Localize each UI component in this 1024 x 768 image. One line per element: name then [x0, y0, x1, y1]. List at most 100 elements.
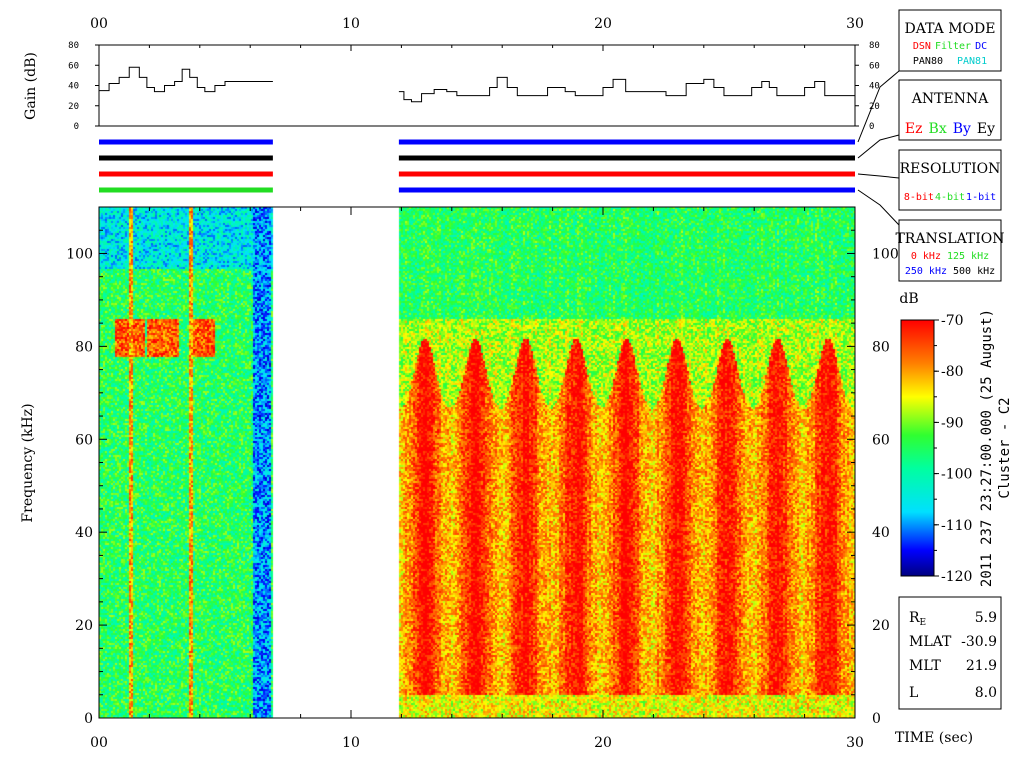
frequency-left-tick-label: 60: [75, 432, 93, 448]
antenna-row: Ez Bx By Ey: [905, 121, 995, 137]
bottom-time-tick-label: 10: [342, 735, 360, 751]
data-mode-row1: DSN Filter DC: [913, 41, 987, 52]
frequency-left-tick-label: 0: [84, 711, 93, 727]
colorbar-tick-label: -100: [941, 467, 972, 483]
resolution-4bit: 4-bit: [935, 192, 965, 203]
time-xlabel: TIME (sec): [895, 730, 973, 746]
orbit-label-re: RE: [909, 610, 926, 628]
indicator-connector-line: [857, 134, 900, 159]
gain-left-tick-label: 40: [68, 82, 79, 92]
top-time-tick-label: 00: [90, 16, 108, 32]
resolution-title: RESOLUTION: [900, 161, 1001, 177]
indicator-connector-line: [857, 189, 900, 226]
translation-500khz: 500 kHz: [953, 266, 995, 277]
gain-right-tick-label: 40: [869, 82, 880, 92]
antenna-title: ANTENNA: [911, 91, 989, 107]
frequency-right-tick-label: 40: [872, 525, 890, 541]
orbit-value-l: 8.0: [975, 685, 997, 701]
bottom-time-tick-label: 30: [846, 735, 864, 751]
colorbar-ticks: -70 -80 -90 -100 -110 -120: [934, 313, 972, 585]
antenna-ez: Ez: [905, 121, 923, 137]
data-mode-row2: PAN80 PAN81: [913, 56, 987, 67]
colorbar-tick-label: -110: [941, 518, 972, 534]
gain-left-tick-label: 20: [68, 102, 79, 112]
gain-ylabel: Gain (dB): [23, 52, 39, 120]
antenna-box: ANTENNA Ez Bx By Ey: [898, 79, 1002, 141]
gain-left-tick-label: 60: [68, 61, 79, 71]
orbit-value-mlt: 21.9: [966, 658, 997, 674]
frequency-left-tick-label: 40: [75, 525, 93, 541]
orbit-info-box: RE 5.9 MLAT -30.9 MLT 21.9 L 8.0: [898, 596, 1002, 710]
antenna-ey: Ey: [977, 121, 995, 137]
colorbar-tick-label: -90: [941, 415, 964, 431]
orbit-label-re-sub: E: [920, 618, 927, 628]
top-time-axis: 00 10 20 30: [90, 16, 864, 32]
gain-panel-frame: [98, 44, 856, 127]
gain-lines: [99, 66, 855, 103]
frequency-right-tick-label: 100: [872, 246, 899, 262]
top-time-tick-label: 20: [594, 16, 612, 32]
resolution-8bit: 8-bit: [904, 192, 934, 203]
translation-title: TRANSLATION: [895, 231, 1004, 247]
spectrogram-panel: 0 20 40 60 80 100 0 20 40 60 80 100 00 10 20 30 Frequ…: [20, 206, 973, 751]
gain-right-tick-label: 80: [869, 41, 880, 51]
spectrogram-image: [99, 207, 855, 718]
antenna-bx: Bx: [929, 121, 947, 137]
frequency-right-tick-label: 20: [872, 618, 890, 634]
orbit-label-mlat: MLAT: [909, 634, 952, 650]
resolution-1bit: 1-bit: [966, 192, 996, 203]
indicator-connector-line: [857, 70, 900, 143]
colorbar: dB -70 -80 -90 -100 -110 -120 Cluster - C2 20…: [899, 291, 1013, 587]
frequency-left-tick-label: 20: [75, 618, 93, 634]
data-mode-filter: Filter: [935, 41, 971, 52]
translation-250khz: 250 kHz: [905, 266, 947, 277]
gain-left-axis: 0 20 40 60 80: [68, 41, 856, 132]
gain-right-tick-label: 60: [869, 61, 880, 71]
top-time-tick-label: 30: [846, 16, 864, 32]
data-mode-pan81: PAN81: [957, 56, 987, 67]
translation-box-frame: [898, 219, 1002, 282]
gain-left-tick-label: 80: [68, 41, 79, 51]
colorbar-gradient: [900, 319, 935, 577]
gain-right-tick-label: 20: [869, 102, 880, 112]
caption-spacecraft: Cluster - C2: [997, 397, 1013, 498]
bottom-time-axis: 00 10 20 30: [90, 207, 864, 751]
frequency-right-tick-label: 80: [872, 339, 890, 355]
orbit-label-re-main: R: [909, 610, 920, 626]
translation-row1: 0 kHz 125 kHz: [911, 251, 989, 262]
gain-panel: 0 20 40 60 80 0 20 40 60 80 Gain (dB): [23, 41, 880, 132]
orbit-value-re: 5.9: [975, 610, 997, 626]
colorbar-unit: dB: [899, 291, 918, 307]
frequency-right-tick-label: 60: [872, 432, 890, 448]
orbit-label-mlt: MLT: [909, 658, 941, 674]
frequency-ylabel: Frequency (kHz): [20, 403, 36, 522]
gain-series-line: [398, 76, 855, 103]
frequency-right-axis: 0 20 40 60 80 100: [847, 206, 899, 727]
gain-right-tick-label: 0: [869, 122, 874, 132]
resolution-row: 8-bit4-bit1-bit: [904, 192, 996, 203]
data-mode-dc: DC: [975, 41, 987, 52]
colorbar-tick-label: -70: [941, 313, 964, 329]
colorbar-tick-label: -120: [941, 569, 972, 585]
orbit-value-mlat: -30.9: [961, 634, 997, 650]
frequency-right-tick-label: 0: [872, 711, 881, 727]
translation-row2: 250 kHz 500 kHz: [905, 266, 995, 277]
translation-0khz: 0 kHz: [911, 251, 941, 262]
data-mode-pan80: PAN80: [913, 56, 943, 67]
antenna-box-frame: [898, 79, 1002, 141]
colorbar-tick-label: -80: [941, 364, 964, 380]
translation-box: TRANSLATION 0 kHz 125 kHz 250 kHz 500 kHz: [895, 219, 1005, 282]
top-time-tick-label: 10: [342, 16, 360, 32]
data-mode-box: DATA MODE DSN Filter DC PAN80 PAN81: [898, 9, 1002, 72]
mode-bars: [99, 139, 855, 193]
data-mode-box-frame: [898, 9, 1002, 72]
orbit-label-l: L: [909, 685, 918, 701]
frequency-left-axis: 0 20 40 60 80 100: [66, 206, 107, 727]
resolution-box: RESOLUTION 8-bit4-bit1-bit: [898, 149, 1002, 211]
resolution-box-frame: [898, 149, 1002, 211]
gain-series-line: [99, 66, 273, 93]
gain-right-axis: 0 20 40 60 80: [855, 41, 880, 132]
antenna-by: By: [953, 121, 971, 137]
translation-125khz: 125 kHz: [947, 251, 989, 262]
